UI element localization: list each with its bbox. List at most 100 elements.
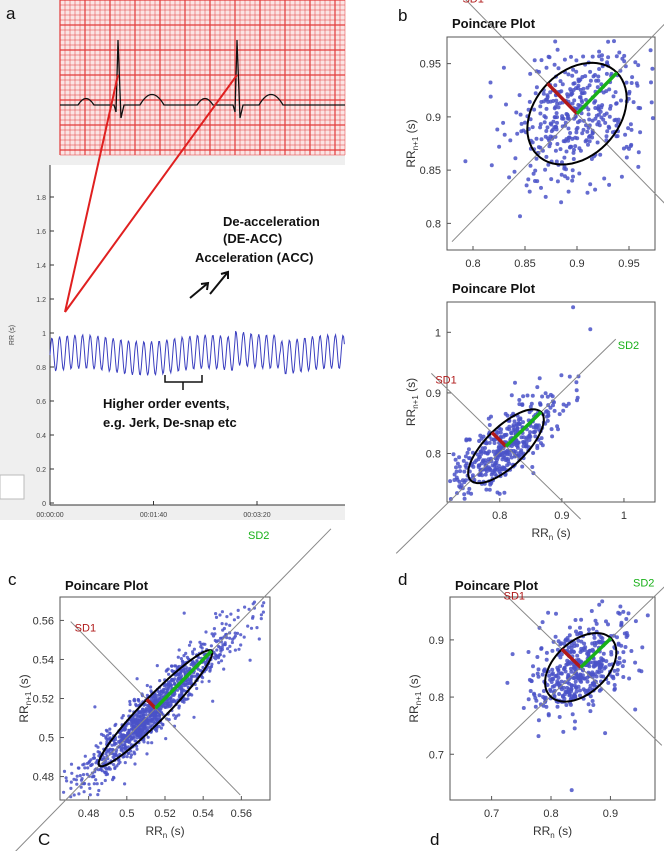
data-point: [572, 726, 577, 731]
data-point: [540, 443, 545, 448]
data-point: [600, 657, 605, 662]
data-point: [158, 679, 162, 683]
data-point: [483, 463, 488, 468]
data-point: [538, 125, 543, 130]
data-point: [537, 693, 542, 698]
data-point: [560, 693, 565, 698]
data-point: [528, 71, 533, 76]
data-point: [454, 469, 459, 474]
data-point: [567, 633, 572, 638]
data-point: [465, 450, 470, 455]
data-point: [497, 144, 502, 149]
data-point: [466, 447, 471, 452]
data-point: [607, 182, 612, 187]
data-point: [527, 189, 532, 194]
data-point: [570, 73, 575, 78]
data-point: [592, 635, 597, 640]
x-axis-label: RRn (s): [533, 824, 572, 840]
data-point: [105, 729, 109, 733]
data-point: [603, 665, 608, 670]
y-tick-label: 0: [42, 501, 46, 508]
data-point: [598, 152, 603, 157]
plot-title: Poincare Plot: [455, 578, 539, 593]
data-point: [591, 626, 596, 631]
data-point: [604, 71, 609, 76]
data-point: [633, 707, 638, 712]
data-point: [559, 679, 564, 684]
data-point: [490, 463, 495, 468]
data-point: [129, 753, 134, 757]
data-point: [596, 112, 601, 117]
data-point: [541, 689, 546, 693]
ecg-strip: [59, 0, 346, 156]
data-point: [536, 734, 541, 739]
data-point: [627, 91, 632, 96]
data-point: [549, 129, 554, 134]
data-point: [503, 433, 508, 438]
data-point: [189, 679, 193, 683]
data-point: [585, 85, 590, 90]
data-point: [576, 674, 581, 679]
data-point: [108, 727, 112, 731]
data-point: [555, 424, 560, 429]
data-point: [89, 758, 93, 762]
data-point: [562, 696, 567, 701]
panel-label-c-bottom: C: [38, 830, 51, 849]
data-point: [130, 727, 134, 731]
data-point: [574, 130, 579, 135]
data-point: [145, 683, 149, 688]
data-point: [579, 631, 584, 635]
data-point: [538, 402, 543, 407]
data-point: [535, 446, 540, 451]
data-point: [603, 731, 608, 736]
data-point: [82, 782, 86, 786]
data-point: [607, 125, 612, 130]
data-point: [261, 610, 265, 614]
data-point: [232, 618, 236, 622]
data-point: [507, 175, 512, 180]
data-point: [581, 127, 586, 132]
data-point: [119, 747, 124, 751]
data-point: [635, 83, 640, 88]
data-point: [210, 662, 214, 666]
data-point: [170, 677, 174, 682]
data-point: [619, 174, 624, 179]
data-point: [100, 757, 104, 762]
data-point: [578, 95, 583, 100]
data-point: [558, 101, 562, 106]
sd-ellipse: [97, 649, 214, 768]
data-point: [173, 716, 177, 721]
data-point: [552, 694, 557, 698]
data-point: [562, 155, 567, 160]
data-point: [581, 687, 586, 692]
data-point: [537, 376, 542, 381]
data-point: [551, 403, 555, 408]
data-point: [545, 394, 550, 399]
data-point: [597, 602, 602, 607]
data-point: [524, 437, 529, 442]
data-point: [569, 54, 573, 59]
data-point: [228, 650, 232, 654]
y-tick-label: 1.4: [36, 263, 46, 270]
data-point: [220, 610, 224, 614]
data-point: [601, 674, 606, 679]
data-point: [543, 194, 548, 199]
data-point: [566, 645, 571, 650]
data-point: [478, 449, 483, 454]
data-point: [593, 73, 597, 77]
data-point: [170, 664, 174, 668]
data-point: [144, 721, 148, 725]
data-point: [209, 665, 214, 669]
data-point: [107, 749, 111, 753]
data-point: [559, 200, 564, 205]
data-point: [582, 676, 587, 681]
data-point: [96, 750, 100, 754]
data-point: [586, 702, 591, 707]
data-point: [100, 781, 104, 786]
data-point: [130, 737, 134, 741]
data-point: [508, 138, 513, 143]
data-point: [530, 125, 535, 130]
data-point: [247, 607, 251, 611]
data-point: [152, 720, 156, 725]
data-point: [530, 140, 535, 145]
